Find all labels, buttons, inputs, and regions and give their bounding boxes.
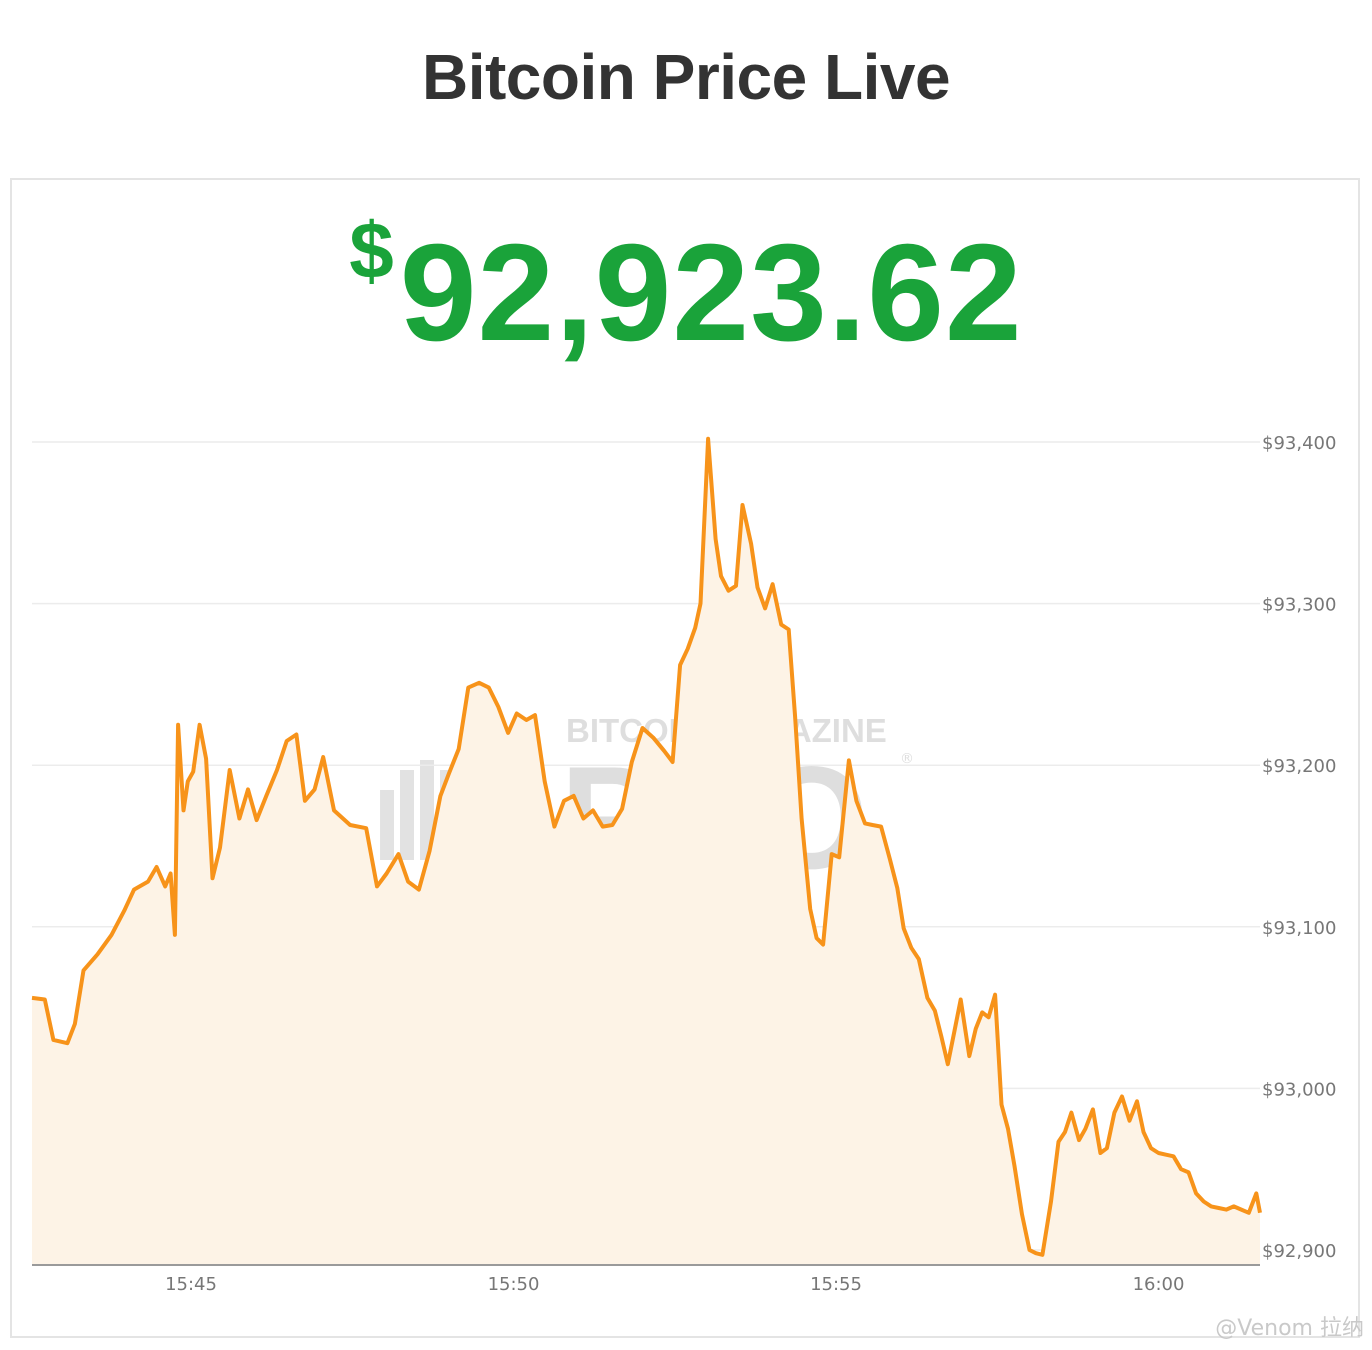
- y-tick-label: $93,000: [1262, 1079, 1336, 1100]
- x-tick-label: 16:00: [1133, 1274, 1185, 1295]
- y-tick-label: $93,200: [1262, 756, 1336, 777]
- current-price: $92,923.62: [0, 205, 1372, 373]
- y-tick-label: $92,900: [1262, 1241, 1336, 1262]
- x-tick-label: 15:55: [810, 1274, 862, 1295]
- y-tick-label: $93,100: [1262, 918, 1336, 939]
- watermark-bar: [380, 790, 394, 860]
- price-area-fill: [32, 438, 1260, 1264]
- watermark-registered-mark: ®: [900, 751, 914, 767]
- x-tick-label: 15:45: [165, 1274, 217, 1295]
- price-value: 92,923.62: [399, 216, 1023, 370]
- x-axis-labels: 15:45 15:50 15:55 16:00: [165, 1274, 1184, 1295]
- x-tick-label: 15:50: [488, 1274, 540, 1295]
- y-axis-labels: $92,900 $93,000 $93,100 $93,200 $93,300 $93,4…: [1262, 433, 1336, 1262]
- credit-text: @Venom 拉纳: [1215, 1316, 1364, 1341]
- price-line: [31, 436, 1262, 1257]
- watermark-bar: [400, 770, 414, 860]
- page-title: Bitcoin Price Live: [421, 41, 951, 113]
- y-tick-label: $93,400: [1262, 433, 1336, 454]
- watermark-bar: [420, 760, 434, 860]
- currency-symbol: $: [349, 206, 394, 295]
- y-tick-label: $93,300: [1262, 595, 1336, 616]
